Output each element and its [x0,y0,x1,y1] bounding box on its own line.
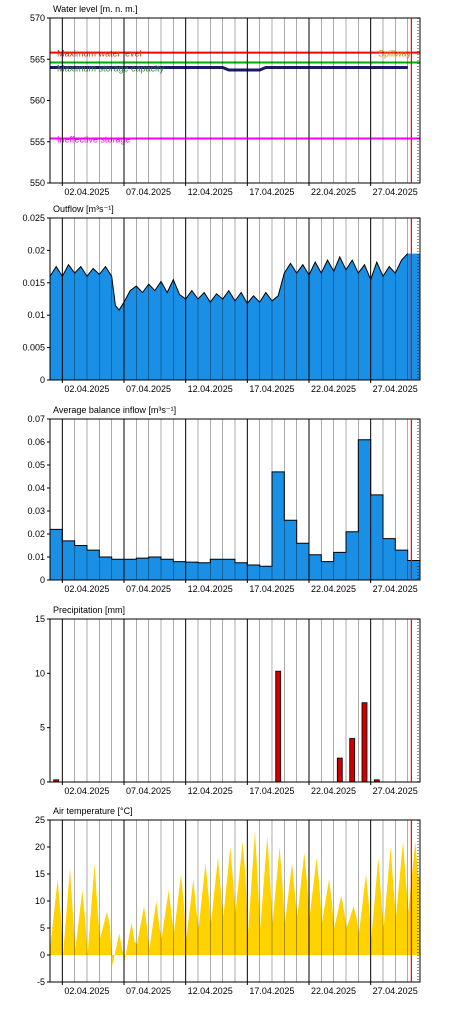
reference-label: Ineffective storage [57,134,130,144]
y-tick-label: 570 [30,13,45,23]
x-tick-label: 07.04.2025 [126,187,171,197]
x-tick-label: 27.04.2025 [373,986,418,996]
x-tick-label: 02.04.2025 [64,786,109,796]
y-tick-label: 0.03 [27,506,45,516]
y-tick-label: 0.02 [27,245,45,255]
precip-bar [275,670,282,782]
y-tick-label: 25 [35,815,45,825]
water-level-line [50,66,408,72]
y-tick-label: 20 [35,842,45,852]
spillway-label: Spillway [378,49,412,59]
y-tick-label: 15 [35,869,45,879]
x-tick-label: 02.04.2025 [64,384,109,394]
x-tick-label: 12.04.2025 [188,786,233,796]
chart-title: Outflow [m³s⁻¹] [53,204,114,214]
x-tick-label: 02.04.2025 [64,584,109,594]
y-tick-label: 0.015 [22,278,45,288]
y-tick-label: 15 [35,614,45,624]
y-tick-label: 565 [30,54,45,64]
x-tick-label: 17.04.2025 [249,384,294,394]
y-tick-label: 0 [40,375,45,385]
plot-area [50,830,420,966]
chart-title: Average balance inflow [m³s⁻¹] [53,405,176,415]
y-tick-label: 0.06 [27,437,45,447]
outflow-line [50,253,409,311]
x-tick-label: 12.04.2025 [188,584,233,594]
y-tick-label: 0.04 [27,483,45,493]
y-tick-label: 0.05 [27,460,45,470]
x-tick-label: 07.04.2025 [126,584,171,594]
precip-bar [336,757,343,782]
y-tick-label: 560 [30,96,45,106]
y-tick-label: 10 [35,668,45,678]
x-tick-label: 02.04.2025 [64,187,109,197]
plot-frame [49,418,421,581]
x-tick-label: 17.04.2025 [249,786,294,796]
y-tick-label: 0.07 [27,414,45,424]
x-tick-label: 17.04.2025 [249,986,294,996]
x-tick-label: 12.04.2025 [188,384,233,394]
x-tick-label: 22.04.2025 [311,986,356,996]
x-tick-label: 07.04.2025 [126,986,171,996]
x-tick-label: 17.04.2025 [249,187,294,197]
x-tick-label: 27.04.2025 [373,786,418,796]
plot-area [53,670,380,782]
x-tick-label: 22.04.2025 [311,187,356,197]
plot-frame [49,217,421,381]
x-tick-label: 17.04.2025 [249,584,294,594]
y-tick-label: 0.01 [27,310,45,320]
y-tick-label: 550 [30,178,45,188]
y-tick-label: -5 [37,977,45,987]
x-tick-label: 22.04.2025 [311,584,356,594]
y-tick-label: 0.025 [22,213,45,223]
chart-title: Precipitation [mm] [53,605,125,615]
y-tick-label: 0 [40,575,45,585]
y-tick-label: 0 [40,950,45,960]
x-tick-label: 22.04.2025 [311,786,356,796]
reference-label: Maximum storage capacity [57,64,165,74]
x-tick-label: 12.04.2025 [188,187,233,197]
y-tick-label: 5 [40,923,45,933]
x-tick-label: 02.04.2025 [64,986,109,996]
x-tick-label: 07.04.2025 [126,786,171,796]
plot-frame [49,618,421,783]
y-tick-label: 10 [35,896,45,906]
x-tick-label: 07.04.2025 [126,384,171,394]
temperature-area [50,830,420,966]
y-tick-label: 555 [30,137,45,147]
chart-title: Air temperature [°C] [53,806,133,816]
chart-water-level: Water level [m. n. m.]Maximum water leve… [30,4,421,197]
chart-title: Water level [m. n. m.] [53,4,138,14]
chart-outflow: Outflow [m³s⁻¹] 0 0.005 0.01 0.015 0.02 0.025 0… [22,204,421,394]
y-tick-label: 0 [40,777,45,787]
y-tick-label: 5 [40,723,45,733]
y-tick-label: 0.01 [27,552,45,562]
chart-precipitation: Precipitation [mm] 0 5 10 15 02.04.2025 07.04.… [35,605,421,796]
x-tick-label: 27.04.2025 [373,187,418,197]
chart-inflow: Average balance inflow [m³s⁻¹] 0 0.01 0.02 0… [27,405,421,594]
y-tick-label: 0.02 [27,529,45,539]
x-tick-label: 27.04.2025 [373,584,418,594]
y-tick-label: 0.005 [22,343,45,353]
precip-bar [349,738,356,782]
x-tick-label: 27.04.2025 [373,384,418,394]
x-tick-label: 22.04.2025 [311,384,356,394]
chart-air-temperature: Air temperature [°C] -5 0 5 10 15 20 25 02.04.20… [35,806,421,996]
precip-bar [361,702,368,782]
x-tick-label: 12.04.2025 [188,986,233,996]
